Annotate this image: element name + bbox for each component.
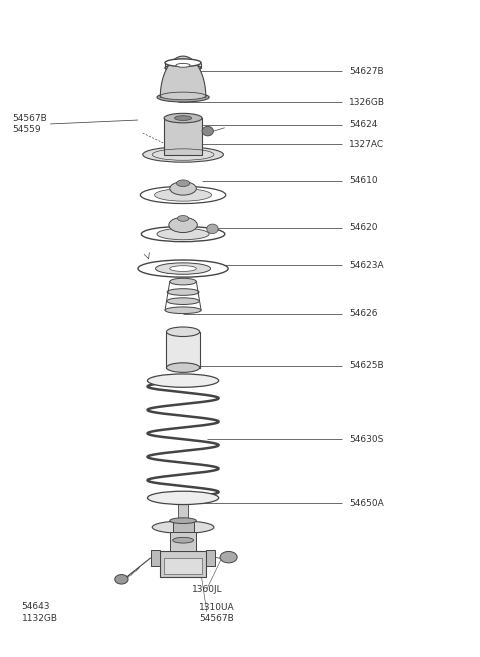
- Text: 1326GB: 1326GB: [349, 98, 385, 107]
- Ellipse shape: [155, 189, 212, 201]
- Polygon shape: [160, 56, 206, 97]
- Text: 54630S: 54630S: [349, 435, 384, 443]
- Ellipse shape: [167, 298, 199, 304]
- Ellipse shape: [170, 279, 196, 285]
- Polygon shape: [206, 550, 216, 566]
- Ellipse shape: [141, 227, 225, 242]
- Ellipse shape: [170, 518, 196, 524]
- Polygon shape: [164, 118, 202, 154]
- Polygon shape: [179, 498, 188, 521]
- Polygon shape: [160, 551, 206, 578]
- Text: 54626: 54626: [349, 309, 378, 318]
- Ellipse shape: [202, 126, 214, 136]
- Text: 54627B: 54627B: [349, 66, 384, 76]
- Ellipse shape: [207, 224, 218, 234]
- Ellipse shape: [169, 217, 197, 233]
- Ellipse shape: [177, 180, 190, 187]
- Ellipse shape: [147, 491, 219, 505]
- Polygon shape: [170, 532, 196, 551]
- Ellipse shape: [165, 59, 201, 66]
- Text: 54625B: 54625B: [349, 361, 384, 370]
- Ellipse shape: [178, 215, 189, 221]
- Ellipse shape: [170, 265, 196, 271]
- Ellipse shape: [167, 363, 200, 373]
- Text: 54650A: 54650A: [349, 499, 384, 508]
- Text: 54559: 54559: [12, 125, 41, 134]
- Polygon shape: [151, 550, 160, 566]
- Ellipse shape: [138, 260, 228, 277]
- Text: 1360JL: 1360JL: [192, 585, 222, 593]
- Text: 54620: 54620: [349, 223, 378, 232]
- Ellipse shape: [220, 551, 237, 563]
- Text: 1310UA: 1310UA: [198, 603, 234, 612]
- Text: 54567B: 54567B: [199, 614, 234, 623]
- Ellipse shape: [115, 575, 128, 584]
- Ellipse shape: [177, 119, 190, 122]
- Ellipse shape: [165, 307, 201, 313]
- Ellipse shape: [175, 116, 192, 120]
- Ellipse shape: [167, 288, 199, 296]
- Text: 54610: 54610: [349, 176, 378, 185]
- Ellipse shape: [157, 93, 209, 102]
- Ellipse shape: [156, 263, 211, 274]
- Ellipse shape: [173, 537, 193, 543]
- Text: 54623A: 54623A: [349, 261, 384, 270]
- Ellipse shape: [170, 182, 196, 195]
- Ellipse shape: [140, 187, 226, 204]
- Polygon shape: [164, 558, 202, 574]
- Text: 54624: 54624: [349, 120, 377, 129]
- Ellipse shape: [152, 521, 214, 533]
- Ellipse shape: [165, 64, 201, 72]
- Ellipse shape: [160, 92, 206, 100]
- Text: 1132GB: 1132GB: [22, 614, 58, 623]
- Ellipse shape: [165, 117, 201, 123]
- Polygon shape: [167, 332, 200, 367]
- Polygon shape: [173, 521, 193, 540]
- Ellipse shape: [147, 374, 219, 387]
- Text: 54643: 54643: [22, 602, 50, 611]
- Ellipse shape: [164, 113, 202, 123]
- Text: 1327AC: 1327AC: [349, 140, 384, 148]
- Ellipse shape: [157, 229, 209, 240]
- Ellipse shape: [167, 327, 200, 336]
- Ellipse shape: [176, 64, 190, 67]
- Text: 54567B: 54567B: [12, 114, 47, 123]
- Ellipse shape: [143, 147, 223, 162]
